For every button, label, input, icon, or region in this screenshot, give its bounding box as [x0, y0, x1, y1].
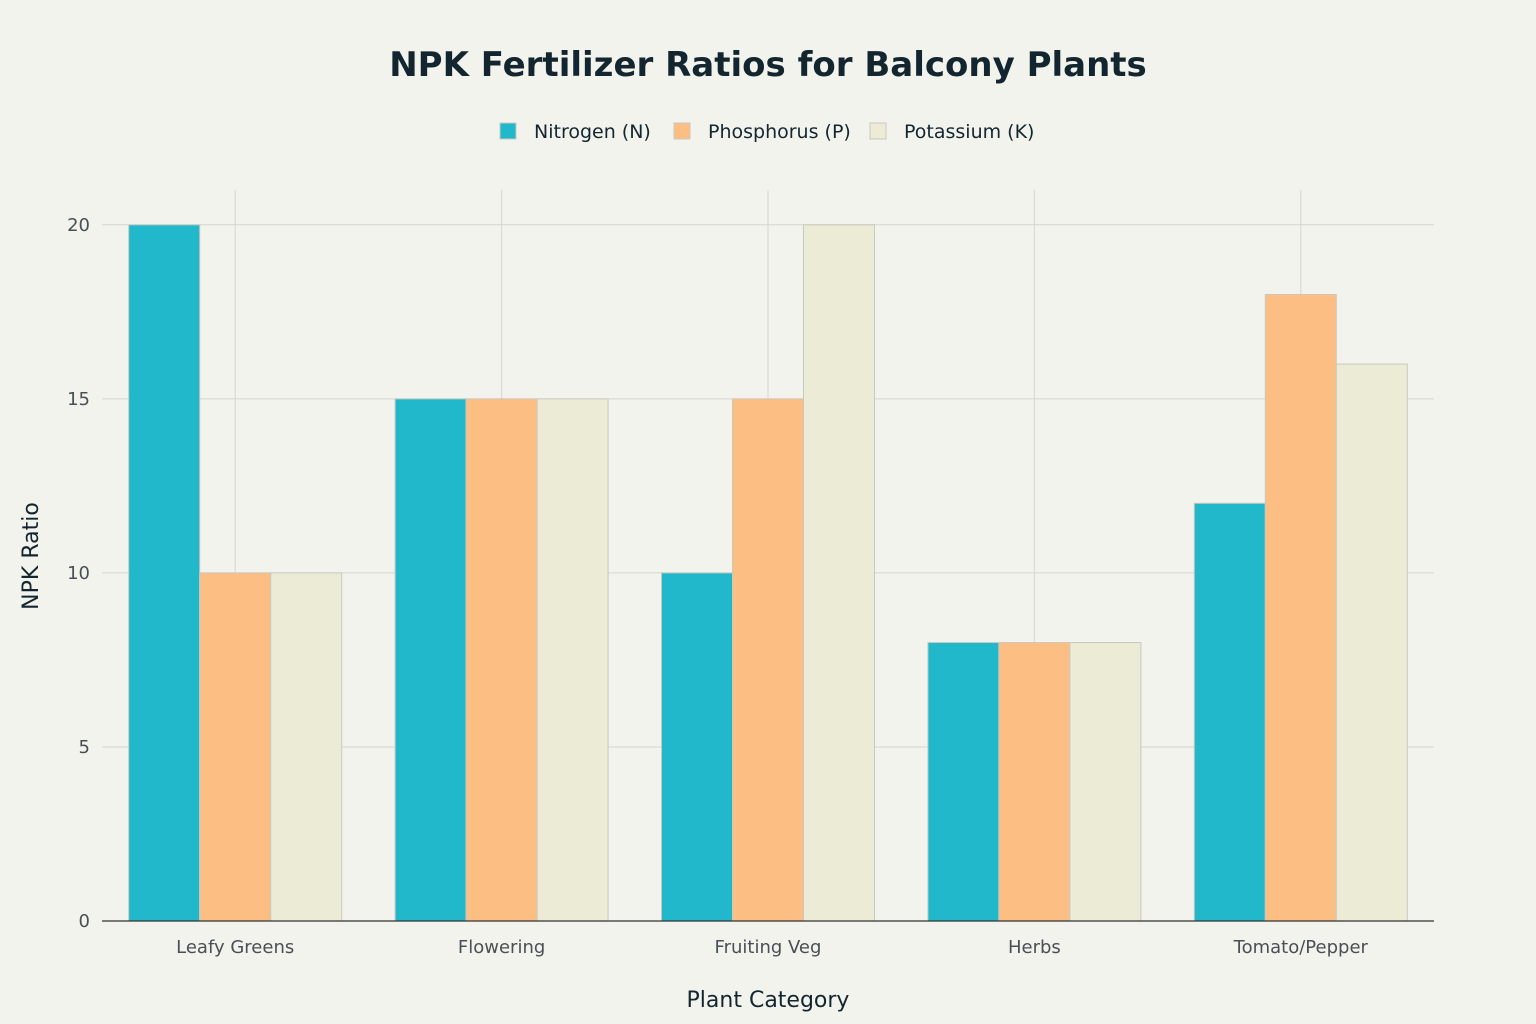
bar — [1193, 502, 1266, 922]
legend-label: Nitrogen (N) — [534, 121, 651, 143]
legend-swatch — [673, 122, 691, 140]
legend-label: Potassium (K) — [904, 121, 1034, 143]
bars — [128, 224, 1408, 922]
bar — [1069, 642, 1142, 922]
bar — [536, 398, 609, 922]
bar — [998, 642, 1071, 922]
legend-swatch — [499, 122, 517, 140]
bar — [394, 398, 467, 922]
legend-label: Phosphorus (P) — [708, 121, 851, 143]
bar — [270, 572, 343, 922]
tick-labels: 0 5 10 15 20 Leafy Greens Flowering Fruiting Ve… — [67, 215, 1368, 958]
bar — [803, 224, 875, 922]
y-tick-label: 15 — [67, 389, 90, 410]
y-tick-label: 0 — [79, 911, 90, 932]
x-axis-title: Plant Category — [687, 988, 850, 1013]
chart-title: NPK Fertilizer Ratios for Balcony Plants — [389, 45, 1147, 85]
bar — [732, 398, 804, 922]
y-tick-label: 5 — [79, 737, 90, 758]
bar — [128, 224, 201, 922]
x-tick-label: Leafy Greens — [176, 937, 294, 958]
y-tick-label: 10 — [67, 563, 90, 584]
x-tick-label: Flowering — [458, 937, 545, 958]
bar — [927, 642, 1000, 922]
legend: Nitrogen (N) Phosphorus (P) Potassium (K) — [499, 121, 1034, 143]
bar — [661, 572, 733, 922]
bar — [1264, 293, 1337, 922]
bar — [199, 572, 272, 922]
x-tick-label: Fruiting Veg — [715, 937, 822, 958]
bar — [1335, 363, 1408, 922]
y-axis-title: NPK Ratio — [19, 502, 44, 610]
legend-swatch — [869, 122, 887, 140]
bar — [465, 398, 538, 922]
x-tick-label: Herbs — [1008, 937, 1061, 958]
x-tick-label: Tomato/Pepper — [1233, 937, 1369, 958]
y-tick-label: 20 — [67, 215, 90, 236]
